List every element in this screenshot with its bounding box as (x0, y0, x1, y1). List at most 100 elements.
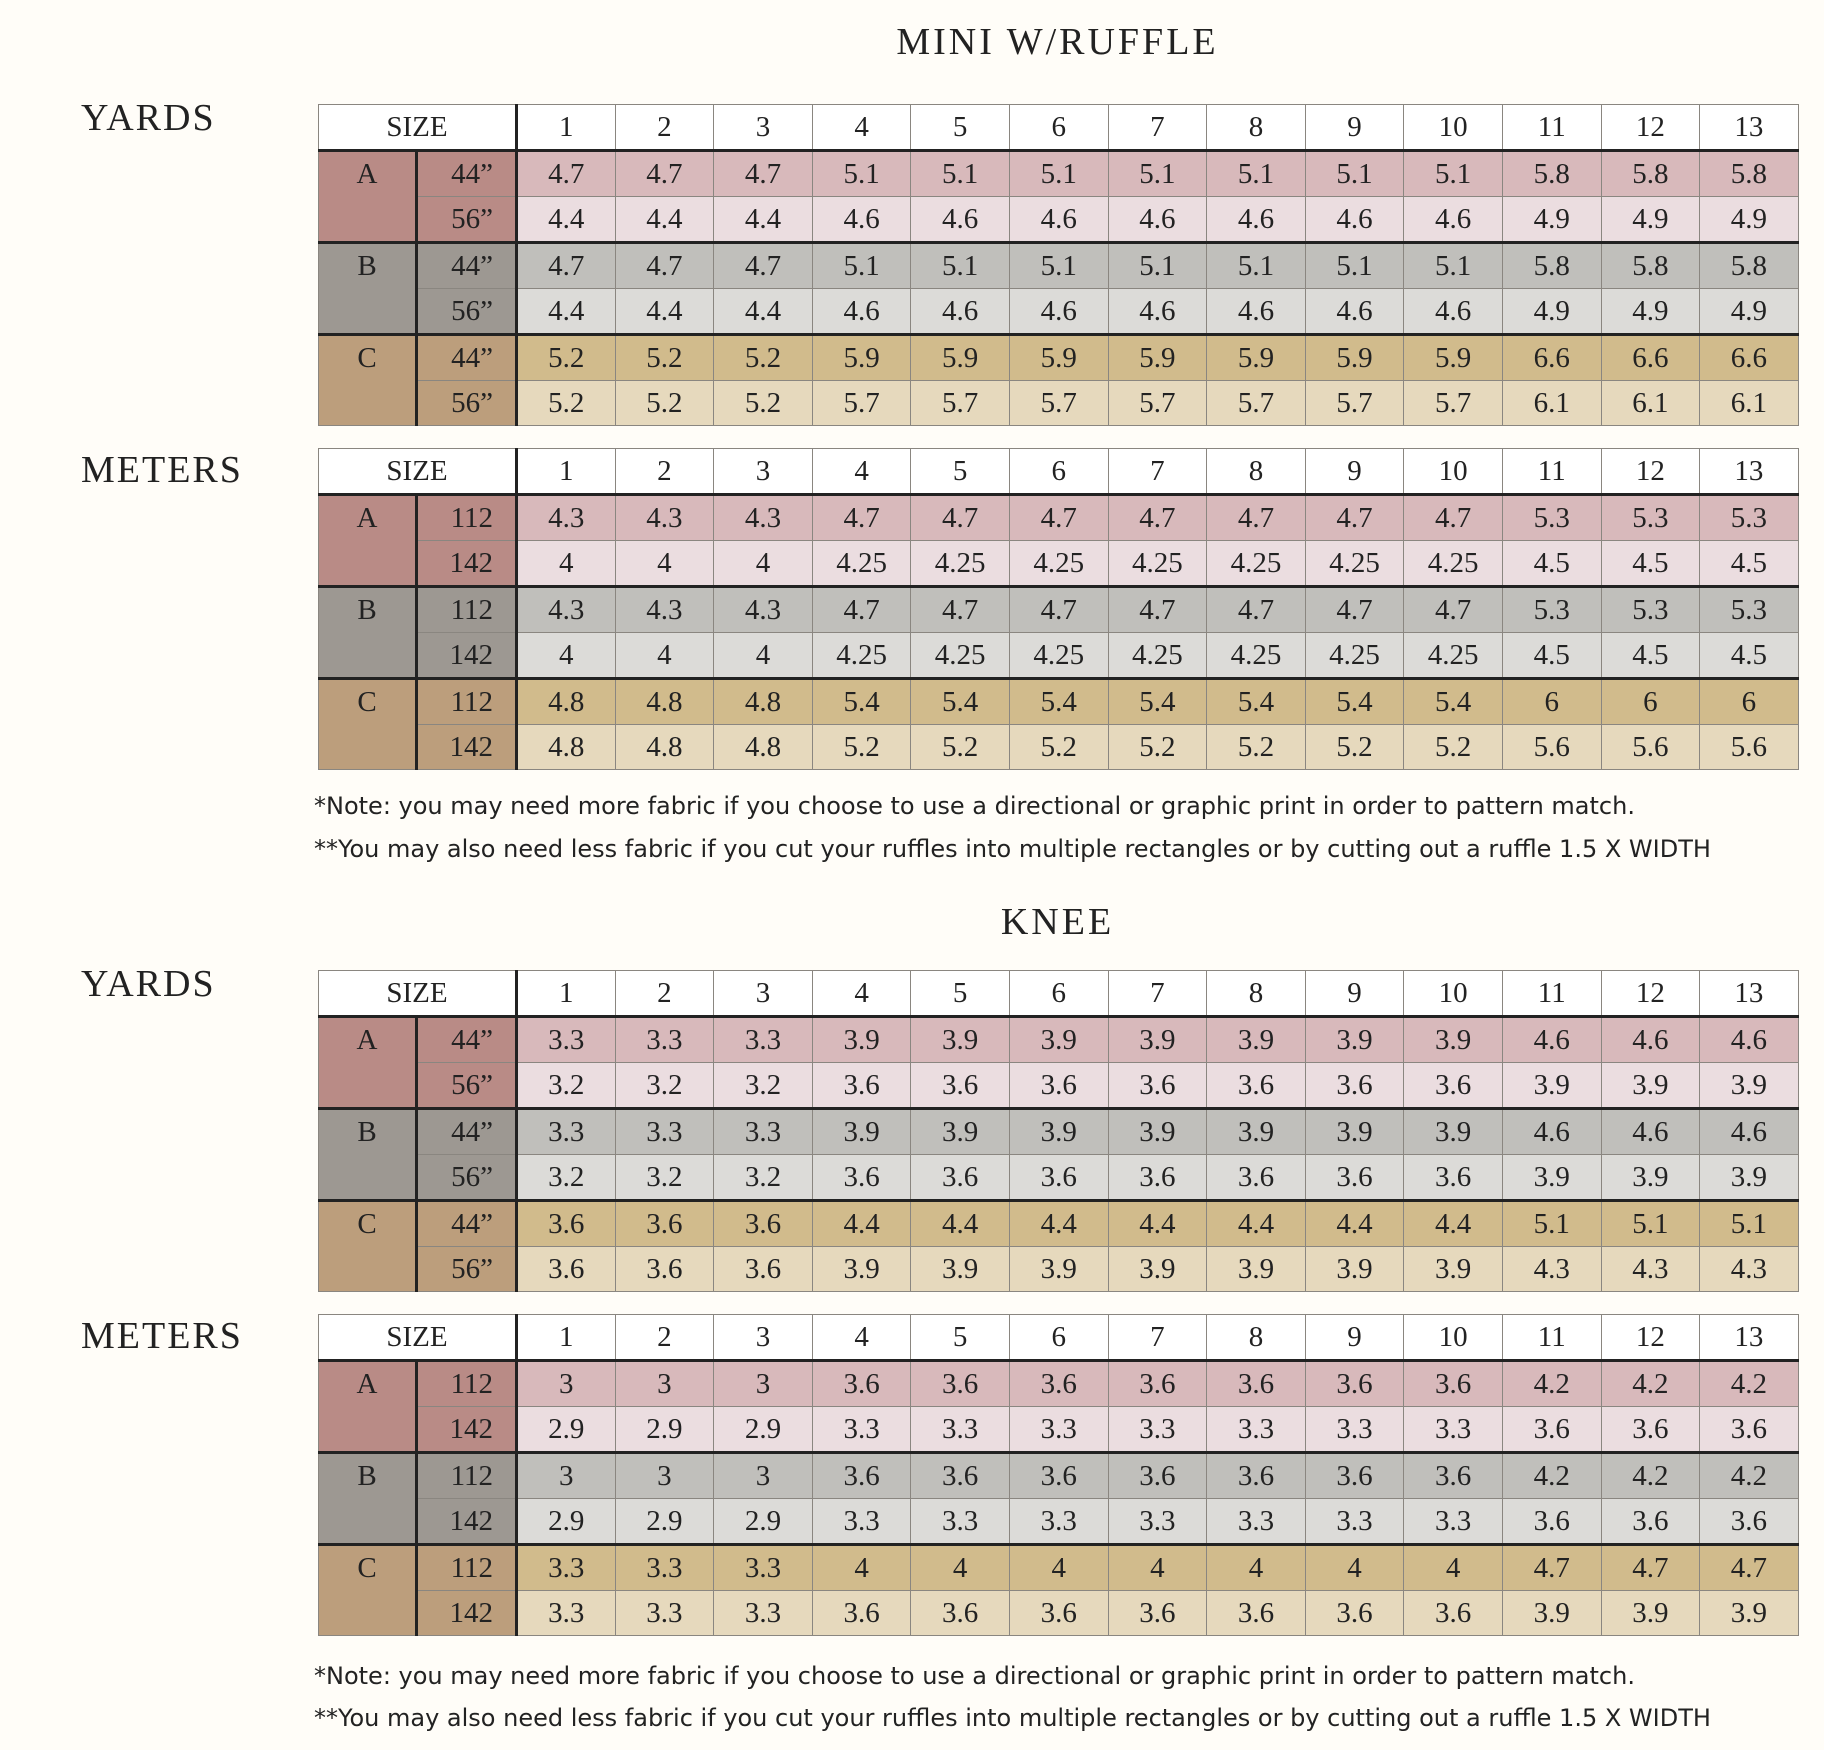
yardage-cell: 4.7 (1403, 493, 1503, 541)
yardage-cell: 4 (614, 540, 715, 587)
yardage-cell: 4.3 (614, 585, 715, 633)
yardage-cell: 3.2 (516, 1154, 616, 1201)
yardage-cell: 4.7 (811, 585, 912, 633)
yardage-cell: 5.4 (1403, 677, 1503, 725)
yardage-cell: 5.7 (1304, 380, 1405, 426)
view-label: B (318, 1107, 417, 1201)
yardage-cell: 3.3 (713, 1107, 813, 1155)
yardage-cell: 4.4 (1403, 1199, 1503, 1247)
size-column-header: 9 (1304, 970, 1405, 1018)
yardage-cell: 4.7 (516, 149, 616, 197)
view-label: A (318, 149, 417, 243)
yardage-cell: 4.4 (910, 1199, 1010, 1247)
yardage-cell: 5.8 (1501, 241, 1602, 289)
fabric-width: 56” (415, 1246, 518, 1292)
yardage-cell: 4 (1304, 1543, 1405, 1591)
yardage-cell: 3.9 (1403, 1015, 1503, 1063)
yardage-cell: 5.2 (1403, 724, 1503, 770)
yardage-cell: 5.2 (516, 333, 616, 381)
yardage-cell: 3.9 (1699, 1590, 1799, 1636)
view-label: B (318, 1451, 417, 1545)
yardage-cell: 3.6 (811, 1359, 912, 1407)
yardage-cell: 4.25 (1107, 632, 1208, 679)
size-column-header: 9 (1304, 448, 1405, 496)
yardage-cell: 4.2 (1699, 1359, 1799, 1407)
header-row: SIZE 1 2 3 4 5 6 7 8 9 10 11 12 13 (318, 1314, 1799, 1362)
view-label: B (318, 241, 417, 335)
yardage-cell: 3.3 (516, 1543, 616, 1591)
size-column-header: 8 (1206, 970, 1306, 1018)
yardage-cell: 5.8 (1699, 241, 1799, 289)
size-column-header: 7 (1107, 448, 1208, 496)
yardage-cell: 3.6 (516, 1246, 616, 1292)
size-column-header: 10 (1403, 448, 1503, 496)
yardage-cell: 5.1 (811, 149, 912, 197)
yardage-cell: 3.6 (1501, 1406, 1602, 1453)
yardage-cell: 4 (910, 1543, 1010, 1591)
yardage-cell: 3 (516, 1359, 616, 1407)
yardage-cell: 3.6 (1304, 1451, 1405, 1499)
size-column-header: 3 (713, 448, 813, 496)
size-column-header: 2 (614, 1314, 715, 1362)
yardage-cell: 4.7 (1699, 1543, 1799, 1591)
yardage-cell: 3.6 (1403, 1154, 1503, 1201)
yardage-cell: 4.6 (1600, 1107, 1701, 1155)
yardage-cell: 5.9 (1403, 333, 1503, 381)
yardage-cell: 3.6 (1008, 1359, 1109, 1407)
size-column-header: 10 (1403, 104, 1503, 152)
yardage-cell: 4.6 (1107, 288, 1208, 335)
table-row: 142 4.8 4.8 4.8 5.2 5.2 5.2 5.2 5.2 5.2 5.2 5.6 5.6 5… (319, 724, 1799, 770)
fabric-width: 56” (415, 1154, 518, 1201)
fabric-width: 56” (415, 196, 518, 243)
yardage-cell: 5.1 (1304, 149, 1405, 197)
size-column-header: 12 (1600, 448, 1701, 496)
yardage-cell: 5.1 (1699, 1199, 1799, 1247)
table-row: 56” 3.2 3.2 3.2 3.6 3.6 3.6 3.6 3.6 3.6 3.6 3.9 3.9 3… (319, 1062, 1799, 1109)
yardage-cell: 4.5 (1501, 632, 1602, 679)
table-row: 142 3.3 3.3 3.3 3.6 3.6 3.6 3.6 3.6 3.6 3.6 3.9 3.9 3… (319, 1590, 1799, 1636)
table-row: C 44” 5.2 5.2 5.2 5.9 5.9 5.9 5.9 5.9 5.9 5.9 6.6 6.6… (318, 333, 1799, 426)
yardage-cell: 4.5 (1699, 540, 1799, 587)
table-row: C 112 4.8 4.8 4.8 5.4 5.4 5.4 5.4 5.4 5.4 5.4 6 6 6 (318, 677, 1799, 770)
size-column-header: 4 (811, 104, 912, 152)
yardage-cell: 5.2 (614, 380, 715, 426)
yardage-cell: 3.9 (1107, 1015, 1208, 1063)
yardage-cell: 3.6 (1600, 1406, 1701, 1453)
table-row: C 44” 3.6 3.6 3.6 4.4 4.4 4.4 4.4 4.4 4.4 4.4 5.1 5.1… (318, 1199, 1799, 1292)
yardage-cell: 6 (1501, 677, 1602, 725)
yardage-cell: 3.6 (1008, 1590, 1109, 1636)
yardage-cell: 6 (1600, 677, 1701, 725)
unit-label-yards: YARDS (81, 963, 216, 1005)
yardage-cell: 5.6 (1501, 724, 1602, 770)
size-column-header: 11 (1501, 104, 1602, 152)
yardage-cell: 4.25 (910, 632, 1010, 679)
yardage-cell: 4.6 (1501, 1015, 1602, 1063)
yardage-cell: 5.1 (1501, 1199, 1602, 1247)
table-row: 142 4 4 4 4.25 4.25 4.25 4.25 4.25 4.25 4.25 4.5 4.5… (319, 632, 1799, 679)
yardage-cell: 4.6 (1008, 196, 1109, 243)
yardage-cell: 5.8 (1600, 149, 1701, 197)
yardage-cell: 4.7 (1501, 1543, 1602, 1591)
yardage-cell: 3.2 (516, 1062, 616, 1109)
yardage-cell: 6.1 (1501, 380, 1602, 426)
yardage-cell: 4.6 (1206, 196, 1306, 243)
yardage-cell: 3.9 (1206, 1246, 1306, 1292)
fabric-width: 142 (415, 540, 518, 587)
yardage-cell: 5.3 (1699, 585, 1799, 633)
yardage-cell: 2.9 (516, 1406, 616, 1453)
yardage-cell: 6.1 (1600, 380, 1701, 426)
yardage-cell: 3.6 (1403, 1359, 1503, 1407)
yardage-cell: 4.3 (516, 585, 616, 633)
view-label: A (318, 493, 417, 587)
yardage-cell: 3.6 (1107, 1062, 1208, 1109)
size-column-header: 7 (1107, 970, 1208, 1018)
table-row: B 112 4.3 4.3 4.3 4.7 4.7 4.7 4.7 4.7 4.7 4.7 5.3 5.3… (318, 585, 1799, 679)
yardage-cell: 5.4 (811, 677, 912, 725)
yardage-cell: 4 (1206, 1543, 1306, 1591)
header-row: SIZE 1 2 3 4 5 6 7 8 9 10 11 12 13 (318, 970, 1799, 1018)
yardage-cell: 5.4 (1008, 677, 1109, 725)
yardage-cell: 5.2 (1206, 724, 1306, 770)
yardage-cell: 4.7 (1206, 585, 1306, 633)
note-1: *Note: you may need more fabric if you c… (314, 1662, 1635, 1690)
fabric-width: 142 (415, 1498, 518, 1545)
